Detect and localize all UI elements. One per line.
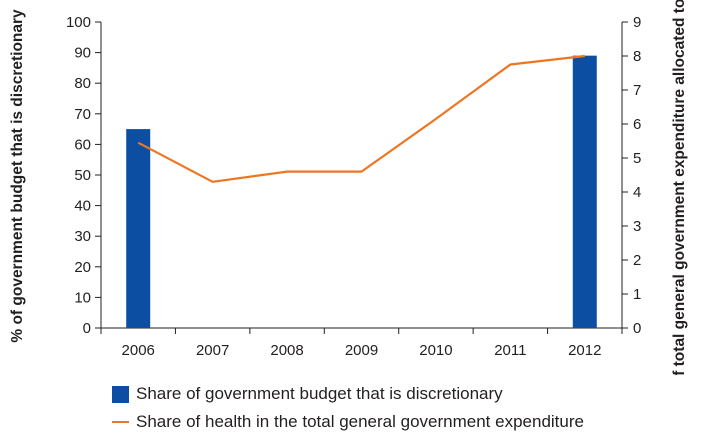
x-tick-label: 2009 [345, 342, 378, 359]
y-left-tick-label: 40 [74, 198, 91, 215]
legend-label-bar: Share of government budget that is discr… [136, 380, 503, 408]
axes [95, 22, 628, 334]
x-tick-label: 2012 [568, 342, 601, 359]
x-tick-label: 2010 [419, 342, 452, 359]
y-left-tick-label: 90 [74, 45, 91, 62]
y-right-tick-label: 9 [633, 14, 641, 31]
y-left-tick-label: 80 [74, 75, 91, 92]
x-tick-label: 2007 [196, 342, 229, 359]
legend-swatch-line [112, 421, 129, 424]
y-left-tick-label: 20 [74, 259, 91, 276]
y-right-tick-label: 8 [633, 48, 641, 65]
legend: Share of government budget that is discr… [112, 380, 584, 436]
bar-2012 [573, 56, 597, 328]
x-tick-label: 2006 [122, 342, 155, 359]
legend-swatch-bar [112, 386, 129, 403]
y-left-tick-label: 70 [74, 106, 91, 123]
bar-2006 [126, 129, 150, 328]
y-left-tick-label: 50 [74, 167, 91, 184]
x-tick-label: 2008 [270, 342, 303, 359]
y-axis-right-title: % of total general government expenditur… [671, 0, 688, 375]
y-right-tick-label: 2 [633, 252, 641, 269]
y-left-tick-label: 60 [74, 136, 91, 153]
y-left-tick-label: 10 [74, 289, 91, 306]
y-left-tick-label: 30 [74, 228, 91, 245]
y-right-tick-label: 6 [633, 116, 641, 133]
y-right-tick-label: 3 [633, 218, 641, 235]
y-axis-left-title: % of government budget that is discretio… [9, 9, 26, 343]
y-right-tick-label: 7 [633, 82, 641, 99]
y-right-tick-label: 5 [633, 150, 641, 167]
y-right-tick-label: 0 [633, 320, 641, 337]
legend-item-bar: Share of government budget that is discr… [112, 380, 584, 408]
bar-series [126, 56, 597, 328]
y-right-tick-label: 1 [633, 286, 641, 303]
line-health-share [138, 56, 585, 182]
y-left-tick-label: 100 [66, 14, 91, 31]
x-tick-label: 2011 [494, 342, 526, 359]
tick-labels: 0 10 20 30 40 50 60 70 80 90 100 0 1 2 3 4 5 6 7 8 9 2006 2007… [66, 14, 641, 359]
legend-item-line: Share of health in the total general gov… [112, 408, 584, 436]
chart: 0 10 20 30 40 50 60 70 80 90 100 0 1 2 3 4 5 6 7 8 9 2006 2007… [0, 0, 705, 375]
line-series [138, 56, 585, 182]
y-left-tick-label: 0 [83, 320, 91, 337]
y-right-tick-label: 4 [633, 184, 641, 201]
legend-label-line: Share of health in the total general gov… [136, 408, 584, 436]
